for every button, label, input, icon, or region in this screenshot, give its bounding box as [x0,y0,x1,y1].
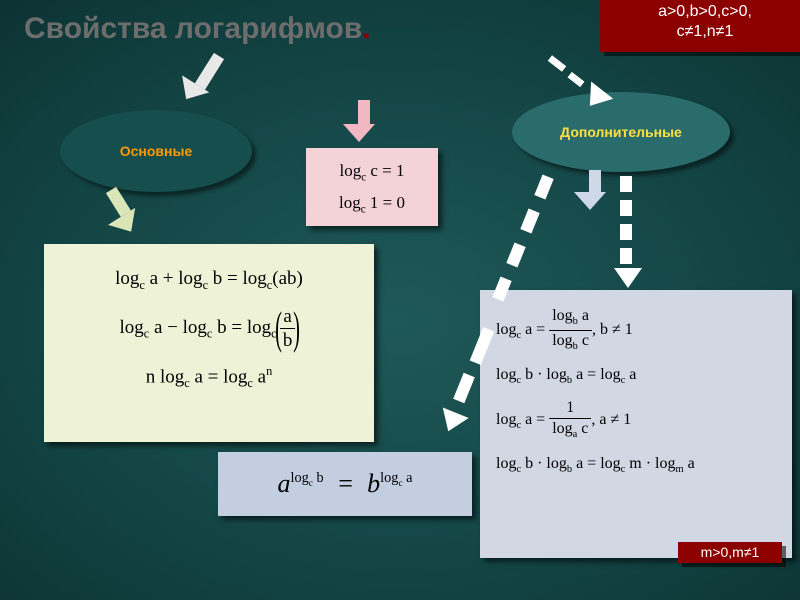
formula-box-main: logc a + logc b = logc(ab)logc a − logc … [44,244,374,442]
arrow-under-extra-icon [584,170,606,210]
ellipse-extra: Дополнительные [512,92,730,172]
title-dot: . [362,12,370,45]
ellipse-main-label: Основные [120,143,193,159]
cond-bottom-text: m>0,m≠1 [701,544,760,560]
arrow-title-to-main-icon [181,50,228,107]
ellipse-extra-label: Дополнительные [560,124,682,140]
arrow-to-green-box-icon [102,184,145,235]
formula-box-swap: alogc b = blogc a [218,452,472,516]
arrow-to-center-box-icon [353,100,375,142]
formula-box-basic-identities: logc c = 1logc 1 = 0 [306,148,438,226]
conditions-box-bottom: m>0,m≠1 [678,542,782,563]
slide-title: Свойства логарифмов. [24,12,371,46]
title-text: Свойства логарифмов [24,12,362,45]
slide-stage: Свойства логарифмов. a>0,b>0,c>0, c≠1,n≠… [0,0,800,600]
ellipse-main: Основные [60,110,252,192]
cond-top-line2: c≠1,n≠1 [606,22,800,42]
conditions-box-top: a>0,b>0,c>0, c≠1,n≠1 [600,0,800,52]
cond-top-line1: a>0,b>0,c>0, [606,2,800,22]
formula-box-extra: logc a = logb alogb c, b ≠ 1 logc b · lo… [480,290,792,558]
